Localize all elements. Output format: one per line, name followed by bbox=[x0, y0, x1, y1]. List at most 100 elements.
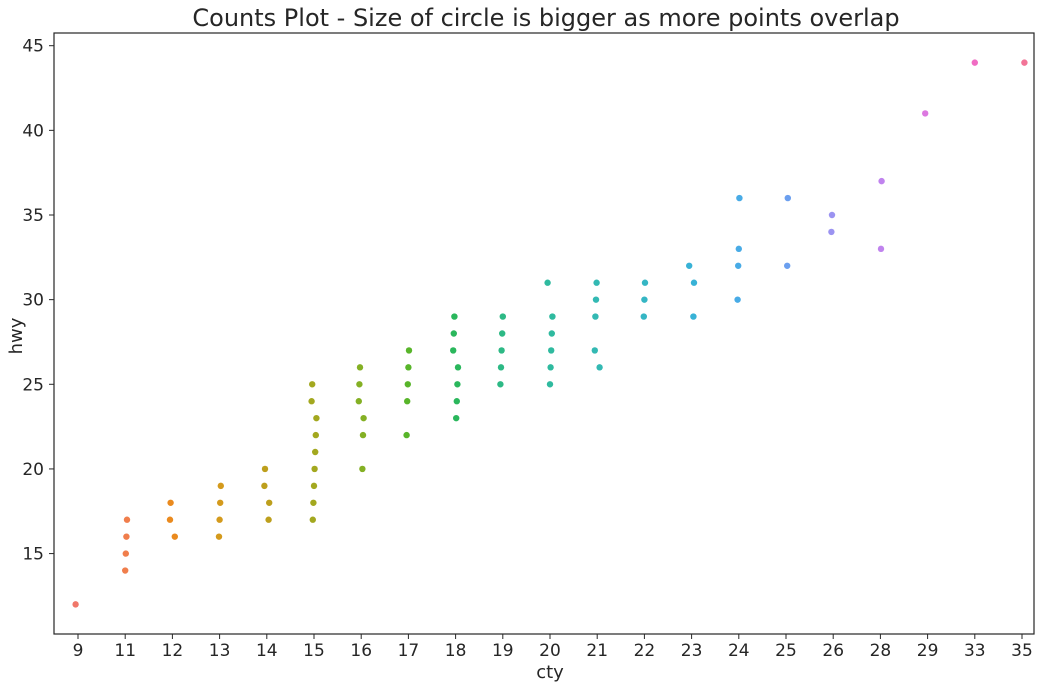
data-point bbox=[454, 381, 461, 388]
y-tick-label: 45 bbox=[22, 37, 44, 57]
x-tick-label: 11 bbox=[114, 641, 136, 661]
data-point bbox=[453, 398, 460, 405]
data-point bbox=[405, 347, 413, 354]
data-point bbox=[166, 516, 174, 523]
data-point bbox=[312, 448, 319, 456]
data-point bbox=[690, 313, 697, 320]
data-point bbox=[549, 313, 556, 320]
data-points bbox=[72, 59, 1028, 608]
data-point bbox=[497, 364, 505, 371]
data-point bbox=[591, 347, 598, 354]
data-point bbox=[922, 110, 929, 117]
data-point bbox=[217, 499, 224, 506]
data-point bbox=[312, 431, 319, 439]
data-point bbox=[313, 414, 320, 422]
data-point bbox=[499, 313, 506, 320]
data-point bbox=[736, 194, 743, 202]
data-point bbox=[403, 431, 410, 439]
x-tick-label: 19 bbox=[492, 641, 514, 661]
data-point bbox=[122, 550, 129, 557]
data-point bbox=[310, 482, 318, 490]
x-tick-label: 25 bbox=[775, 641, 797, 661]
data-point bbox=[404, 381, 411, 388]
x-tick-label: 29 bbox=[917, 641, 939, 661]
data-point bbox=[308, 398, 315, 405]
data-point bbox=[784, 262, 791, 269]
data-point bbox=[877, 245, 885, 253]
data-point bbox=[123, 533, 130, 540]
x-tick-label: 24 bbox=[728, 641, 750, 661]
data-point bbox=[356, 364, 364, 371]
data-point bbox=[122, 567, 129, 574]
y-tick-label: 15 bbox=[22, 545, 44, 565]
data-point bbox=[217, 482, 224, 490]
data-point bbox=[404, 398, 411, 405]
x-tick-label: 20 bbox=[539, 641, 561, 661]
data-point bbox=[878, 177, 885, 185]
data-point bbox=[735, 262, 742, 269]
data-point bbox=[640, 313, 647, 320]
data-point bbox=[593, 279, 600, 286]
x-axis: 9 11 12 13 14 15 16 17 18 19 20 21 22 23 24 25 26 28 29 33 3… bbox=[73, 634, 1033, 661]
x-tick-label: 33 bbox=[964, 641, 986, 661]
x-axis-label: cty bbox=[536, 662, 564, 683]
x-tick-label: 14 bbox=[256, 641, 278, 661]
y-tick-label: 35 bbox=[22, 206, 44, 226]
x-tick-label: 13 bbox=[209, 641, 231, 661]
data-point bbox=[690, 279, 698, 286]
data-point bbox=[497, 381, 504, 388]
data-point bbox=[355, 398, 362, 405]
data-point bbox=[309, 381, 316, 388]
data-point bbox=[828, 211, 836, 219]
data-point bbox=[548, 330, 555, 337]
data-point bbox=[450, 330, 457, 337]
data-point bbox=[310, 499, 317, 506]
data-point bbox=[641, 296, 648, 303]
data-point bbox=[216, 516, 223, 523]
data-point bbox=[734, 296, 741, 303]
x-tick-label: 21 bbox=[586, 641, 608, 661]
data-point bbox=[360, 414, 367, 422]
data-point bbox=[309, 516, 316, 523]
plot-area bbox=[53, 32, 1035, 635]
data-point bbox=[356, 381, 363, 388]
data-point bbox=[454, 364, 462, 371]
data-point bbox=[265, 516, 272, 523]
y-tick-label: 30 bbox=[22, 291, 44, 311]
data-point bbox=[266, 499, 273, 506]
data-point bbox=[123, 516, 131, 523]
data-point bbox=[451, 313, 458, 320]
data-point bbox=[592, 313, 599, 320]
data-point bbox=[450, 347, 457, 354]
data-point bbox=[1021, 59, 1028, 66]
x-tick-label: 12 bbox=[162, 641, 184, 661]
data-point bbox=[453, 414, 460, 422]
data-point bbox=[359, 431, 367, 439]
y-axis: 15 20 25 30 35 40 45 bbox=[22, 37, 54, 565]
data-point bbox=[596, 364, 603, 371]
data-point bbox=[544, 279, 551, 286]
data-point bbox=[498, 347, 505, 354]
data-point bbox=[735, 245, 742, 253]
data-point bbox=[499, 330, 506, 337]
x-tick-label: 18 bbox=[445, 641, 467, 661]
x-tick-label: 22 bbox=[634, 641, 656, 661]
chart-title: Counts Plot - Size of circle is bigger a… bbox=[192, 4, 899, 32]
data-point bbox=[548, 347, 555, 354]
y-tick-label: 40 bbox=[22, 121, 44, 141]
data-point bbox=[359, 465, 366, 473]
data-point bbox=[828, 228, 835, 236]
data-point bbox=[167, 499, 174, 506]
data-point bbox=[592, 296, 600, 303]
x-tick-label: 23 bbox=[681, 641, 703, 661]
data-point bbox=[546, 381, 554, 388]
data-point bbox=[311, 465, 318, 473]
data-point bbox=[405, 364, 412, 371]
data-point bbox=[686, 262, 693, 269]
x-tick-label: 28 bbox=[870, 641, 892, 661]
x-tick-label: 15 bbox=[303, 641, 325, 661]
y-axis-label: hwy bbox=[6, 317, 27, 354]
x-tick-label: 16 bbox=[350, 641, 372, 661]
data-point bbox=[971, 59, 978, 66]
